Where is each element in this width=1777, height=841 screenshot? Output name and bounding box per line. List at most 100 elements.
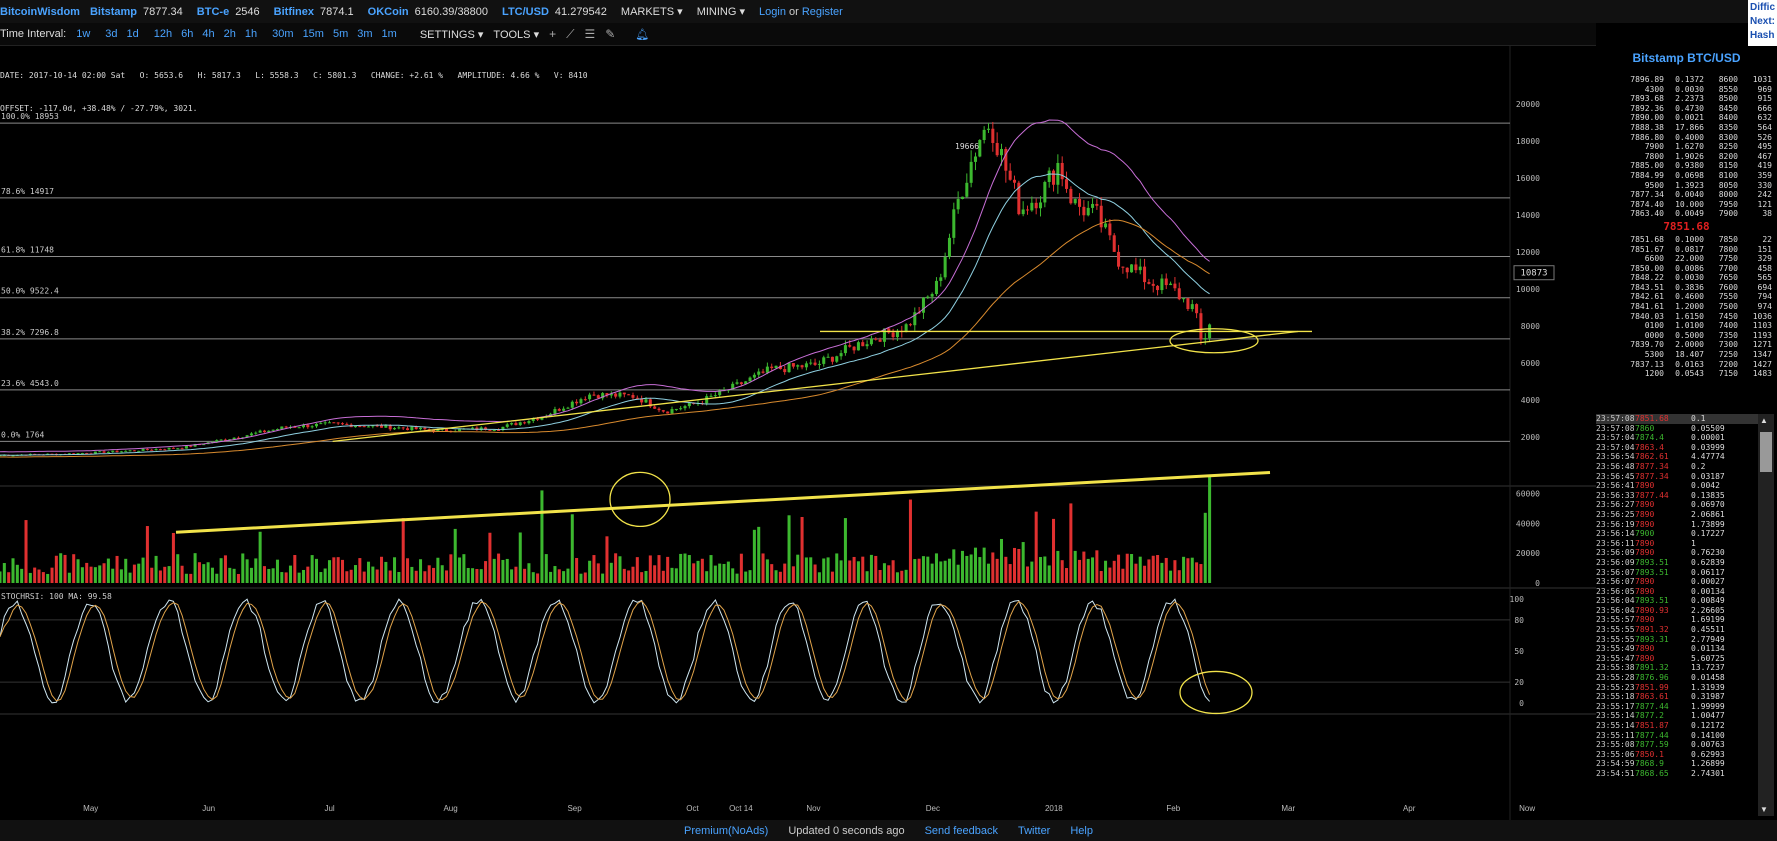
feedback-link[interactable]: Send feedback <box>924 824 998 837</box>
trade-row[interactable]: 23:55:49 7890 0.01134 <box>1596 644 1761 654</box>
trade-row[interactable]: 23:55:14 7877.2 1.00477 <box>1596 711 1761 721</box>
interval-5m[interactable]: 5m <box>332 28 349 40</box>
trade-row[interactable]: 23:56:04 7893.51 0.00849 <box>1596 596 1761 606</box>
lines-icon[interactable]: ☰ <box>584 27 596 41</box>
trade-row[interactable]: 23:55:38 7891.32 13.7237 <box>1596 663 1761 673</box>
difficulty-panel[interactable]: Diffic Next: Hash <box>1748 0 1777 46</box>
bid-row[interactable]: 7839.70 2.0000 7300 1271 <box>1596 340 1777 350</box>
bell-icon[interactable]: 🔔︎ <box>635 28 650 41</box>
markets-menu[interactable]: MARKETS ▾ <box>621 5 683 18</box>
trade-row[interactable]: 23:55:57 7890 1.69199 <box>1596 615 1761 625</box>
interval-1h[interactable]: 1h <box>244 28 258 40</box>
trade-row[interactable]: 23:55:47 7890 5.60725 <box>1596 654 1761 664</box>
interval-3m[interactable]: 3m <box>357 28 373 40</box>
ask-row[interactable]: 7892.36 0.4730 8450 666 <box>1596 104 1777 114</box>
trade-row[interactable]: 23:56:05 7890 0.00134 <box>1596 587 1761 597</box>
trade-row[interactable]: 23:55:06 7850.1 0.62993 <box>1596 750 1761 760</box>
trade-row[interactable]: 23:56:14 7900 0.17227 <box>1596 529 1761 539</box>
ticker-ltcusd[interactable]: LTC/USD 41.279542 <box>502 6 607 18</box>
tools-menu[interactable]: TOOLS ▾ <box>493 28 539 41</box>
bid-row[interactable]: 7841.61 1.2000 7500 974 <box>1596 302 1777 312</box>
bid-row[interactable]: 7843.51 0.3836 7600 694 <box>1596 283 1777 293</box>
interval-12h[interactable]: 12h <box>153 28 173 40</box>
site-logo[interactable]: BitcoinWisdom <box>0 5 80 18</box>
ask-row[interactable]: 7886.80 0.4000 8300 526 <box>1596 133 1777 143</box>
pen-icon[interactable]: ✎ <box>605 27 616 41</box>
trade-row[interactable]: 23:55:11 7877.44 0.14100 <box>1596 731 1761 741</box>
ticker-btce[interactable]: BTC-e 2546 <box>197 6 260 18</box>
bid-row[interactable]: 7842.61 0.4600 7550 794 <box>1596 292 1777 302</box>
bid-row[interactable]: 7848.22 0.0030 7650 565 <box>1596 273 1777 283</box>
trade-row[interactable]: 23:54:51 7868.65 2.74301 <box>1596 769 1761 779</box>
ticker-bitstamp[interactable]: Bitstamp 7877.34 <box>90 6 183 18</box>
bid-row[interactable]: 7850.00 0.0086 7700 458 <box>1596 264 1777 274</box>
trade-row[interactable]: 23:57:08 7851.68 0.1 <box>1596 414 1761 424</box>
ask-row[interactable]: 7893.68 2.2373 8500 915 <box>1596 94 1777 104</box>
help-link[interactable]: Help <box>1070 824 1093 837</box>
trade-row[interactable]: 23:55:08 7877.59 0.00763 <box>1596 740 1761 750</box>
trade-row[interactable]: 23:54:59 7868.9 1.26899 <box>1596 759 1761 769</box>
trade-row[interactable]: 23:56:07 7890 0.00027 <box>1596 577 1761 587</box>
bid-row[interactable]: 5300 18.407 7250 1347 <box>1596 350 1777 360</box>
bid-row[interactable]: 6600 22.000 7750 329 <box>1596 254 1777 264</box>
ask-row[interactable]: 9500 1.3923 8050 330 <box>1596 181 1777 191</box>
trades-scrollbar[interactable]: ▲ ▼ <box>1758 414 1774 816</box>
settings-menu[interactable]: SETTINGS ▾ <box>420 28 484 41</box>
ask-row[interactable]: 7888.38 17.866 8350 564 <box>1596 123 1777 133</box>
interval-15m[interactable]: 15m <box>302 28 324 40</box>
ask-row[interactable]: 7874.40 10.000 7950 121 <box>1596 200 1777 210</box>
trade-row[interactable]: 23:56:07 7893.51 0.06117 <box>1596 568 1761 578</box>
bid-row[interactable]: 7840.03 1.6150 7450 1036 <box>1596 312 1777 322</box>
plus-icon[interactable]: + <box>549 27 557 41</box>
interval-4h[interactable]: 4h <box>202 28 215 40</box>
trade-row[interactable]: 23:57:04 7874.4 0.00001 <box>1596 433 1761 443</box>
bid-row[interactable]: 1200 0.0543 7150 1483 <box>1596 369 1777 379</box>
trade-row[interactable]: 23:56:11 7890 1 <box>1596 539 1761 549</box>
bid-row[interactable]: 7851.67 0.0817 7800 151 <box>1596 245 1777 255</box>
interval-6h[interactable]: 6h <box>181 28 194 40</box>
interval-1d[interactable]: 1d <box>126 28 139 40</box>
ask-row[interactable]: 7900 1.6270 8250 495 <box>1596 142 1777 152</box>
interval-1w[interactable]: 1w <box>76 28 91 40</box>
ask-row[interactable]: 7800 1.9026 8200 467 <box>1596 152 1777 162</box>
price-chart[interactable]: 100.0% 18953 78.6% 14917 61.8% 11748 50.0% … <box>0 46 1596 820</box>
trade-row[interactable]: 23:55:55 7891.32 0.45511 <box>1596 625 1761 635</box>
bid-row[interactable]: 0100 1.0100 7400 1103 <box>1596 321 1777 331</box>
trade-row[interactable]: 23:55:14 7851.87 0.12172 <box>1596 721 1761 731</box>
trade-row[interactable]: 23:55:18 7863.61 0.31987 <box>1596 692 1761 702</box>
ask-row[interactable]: 7884.99 0.0698 8100 359 <box>1596 171 1777 181</box>
ask-row[interactable]: 7890.00 0.0021 8400 632 <box>1596 113 1777 123</box>
trade-row[interactable]: 23:56:09 7893.51 0.62839 <box>1596 558 1761 568</box>
trade-row[interactable]: 23:56:25 7890 2.06861 <box>1596 510 1761 520</box>
scroll-down-icon[interactable]: ▼ <box>1760 805 1768 814</box>
ask-row[interactable]: 7863.40 0.0049 7900 38 <box>1596 209 1777 219</box>
trade-row[interactable]: 23:56:27 7890 0.06970 <box>1596 500 1761 510</box>
interval-2h[interactable]: 2h <box>223 28 236 40</box>
trade-row[interactable]: 23:56:45 7877.34 0.03187 <box>1596 472 1761 482</box>
trade-row[interactable]: 23:56:54 7862.61 4.47774 <box>1596 452 1761 462</box>
trade-row[interactable]: 23:57:04 7863.4 0.03999 <box>1596 443 1761 453</box>
trade-row[interactable]: 23:56:41 7890 0.0042 <box>1596 481 1761 491</box>
premium-link[interactable]: Premium(NoAds) <box>684 824 769 837</box>
line-draw-icon[interactable]: ⟋ <box>566 26 575 41</box>
mining-menu[interactable]: MINING ▾ <box>697 5 745 18</box>
bid-row[interactable]: 0000 0.5000 7350 1193 <box>1596 331 1777 341</box>
ask-row[interactable]: 7896.89 0.1372 8600 1031 <box>1596 75 1777 85</box>
interval-1m[interactable]: 1m <box>381 28 397 40</box>
trade-row[interactable]: 23:55:23 7851.99 1.31939 <box>1596 683 1761 693</box>
interval-30m[interactable]: 30m <box>272 28 294 40</box>
ask-row[interactable]: 7885.00 0.9380 8150 419 <box>1596 161 1777 171</box>
ask-row[interactable]: 7877.34 0.0040 8000 242 <box>1596 190 1777 200</box>
bid-row[interactable]: 7851.68 0.1000 7850 22 <box>1596 235 1777 245</box>
trade-row[interactable]: 23:55:28 7876.96 0.01458 <box>1596 673 1761 683</box>
trade-row[interactable]: 23:56:33 7877.44 0.13835 <box>1596 491 1761 501</box>
trade-row[interactable]: 23:55:55 7893.31 2.77949 <box>1596 635 1761 645</box>
interval-3d[interactable]: 3d <box>105 28 118 40</box>
trade-row[interactable]: 23:56:48 7877.34 0.2 <box>1596 462 1761 472</box>
ticker-bitfinex[interactable]: Bitfinex 7874.1 <box>274 6 354 18</box>
trade-row[interactable]: 23:56:04 7890.93 2.26605 <box>1596 606 1761 616</box>
trade-row[interactable]: 23:55:17 7877.44 1.99999 <box>1596 702 1761 712</box>
twitter-link[interactable]: Twitter <box>1017 824 1051 837</box>
bid-row[interactable]: 7837.13 0.0163 7200 1427 <box>1596 360 1777 370</box>
scroll-up-icon[interactable]: ▲ <box>1760 416 1768 425</box>
